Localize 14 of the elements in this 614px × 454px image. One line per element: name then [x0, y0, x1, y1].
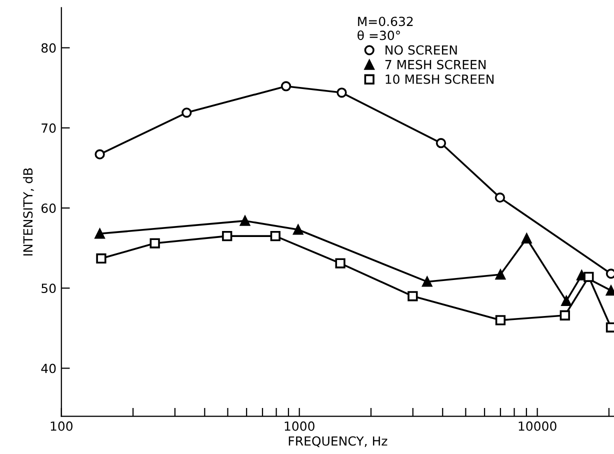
x-tick-label: 10000 — [518, 421, 556, 431]
legend-title: M=0.632 θ =30° — [358, 16, 413, 40]
x-tick-label: 1000 — [284, 421, 314, 431]
legend-label: 7 MESH SCREEN — [385, 60, 486, 70]
x-tick-label: 100 — [50, 421, 72, 431]
x-axis-title: FREQUENCY, Hz — [288, 436, 388, 448]
y-tick-label: 40 — [41, 364, 56, 374]
y-tick-label: 80 — [41, 43, 56, 53]
y-tick-label: 60 — [42, 203, 56, 213]
y-tick-label: 70 — [42, 123, 56, 133]
y-tick-label: 50 — [42, 284, 56, 294]
legend-label: 10 MESH SCREEN — [386, 74, 494, 84]
y-axis-title: INTENSITY, dB — [22, 168, 34, 256]
legend-label: NO SCREEN — [386, 45, 457, 55]
